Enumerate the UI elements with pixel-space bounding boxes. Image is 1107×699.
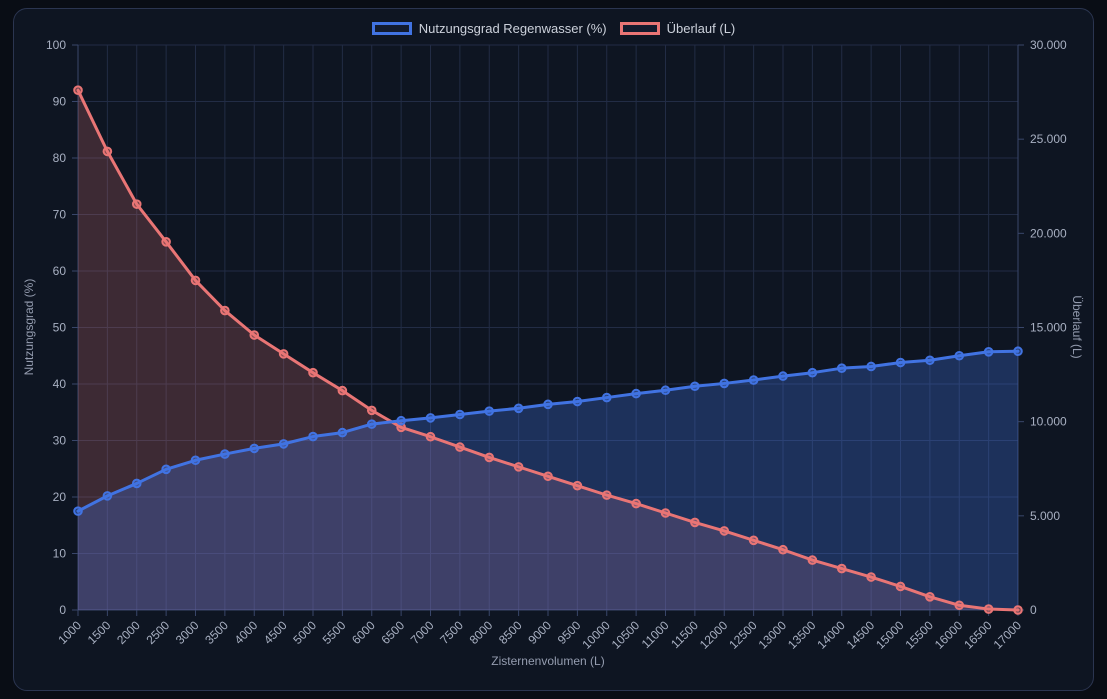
series-line-0 [76, 349, 1020, 513]
legend-swatch-blue [371, 22, 412, 35]
svg-text:10: 10 [53, 547, 67, 561]
svg-text:0: 0 [1030, 603, 1037, 617]
left-axis-title: Nutzungsgrad (%) [22, 278, 36, 376]
right-axis-title: Überlauf (L) [1070, 295, 1084, 359]
svg-text:10.000: 10.000 [1030, 415, 1067, 429]
svg-text:3000: 3000 [173, 618, 202, 647]
svg-text:12500: 12500 [726, 618, 760, 652]
svg-text:5.000: 5.000 [1030, 509, 1060, 523]
svg-text:3500: 3500 [202, 618, 231, 647]
svg-text:30.000: 30.000 [1030, 38, 1067, 52]
svg-text:2500: 2500 [143, 618, 172, 647]
svg-text:20: 20 [53, 490, 67, 504]
svg-text:25.000: 25.000 [1030, 132, 1067, 146]
svg-text:5500: 5500 [320, 618, 349, 647]
svg-text:1000: 1000 [55, 618, 84, 647]
svg-text:4000: 4000 [232, 618, 261, 647]
series-points-1 [73, 85, 1023, 615]
svg-text:15000: 15000 [873, 618, 907, 652]
svg-text:17000: 17000 [991, 618, 1025, 652]
svg-text:5000: 5000 [290, 618, 319, 647]
svg-text:0: 0 [59, 603, 66, 617]
svg-text:15500: 15500 [902, 618, 936, 652]
svg-text:16500: 16500 [961, 618, 995, 652]
svg-text:100: 100 [46, 38, 66, 52]
svg-text:13000: 13000 [756, 618, 790, 652]
svg-text:80: 80 [53, 151, 67, 165]
series-area-1 [78, 90, 1018, 610]
legend-label: Überlauf (L) [666, 21, 736, 36]
svg-text:14000: 14000 [814, 618, 848, 652]
svg-text:4500: 4500 [261, 618, 290, 647]
svg-text:7000: 7000 [408, 618, 437, 647]
svg-text:10000: 10000 [579, 618, 613, 652]
svg-text:13500: 13500 [785, 618, 819, 652]
svg-text:9000: 9000 [525, 618, 554, 647]
svg-text:8000: 8000 [467, 618, 496, 647]
chart-card [13, 8, 1094, 691]
svg-text:60: 60 [53, 264, 67, 278]
legend-swatch-red [619, 22, 660, 35]
svg-text:10500: 10500 [609, 618, 643, 652]
svg-text:14500: 14500 [844, 618, 878, 652]
svg-text:11000: 11000 [639, 618, 672, 651]
series-line-1 [76, 88, 1020, 612]
legend-item-nutzungsgrad[interactable]: Nutzungsgrad Regenwasser (%) [371, 21, 607, 36]
svg-text:6500: 6500 [378, 618, 407, 647]
svg-text:30: 30 [53, 434, 67, 448]
svg-text:1500: 1500 [85, 618, 114, 647]
svg-text:6000: 6000 [349, 618, 378, 647]
svg-text:70: 70 [53, 208, 67, 222]
legend-item-ueberlauf[interactable]: Überlauf (L) [619, 21, 736, 36]
svg-text:2000: 2000 [114, 618, 143, 647]
svg-text:16000: 16000 [932, 618, 966, 652]
svg-text:40: 40 [53, 377, 67, 391]
x-axis-title: Zisternenvolumen (L) [491, 654, 605, 668]
svg-text:50: 50 [53, 321, 67, 335]
svg-text:90: 90 [53, 95, 67, 109]
legend-label: Nutzungsgrad Regenwasser (%) [418, 21, 607, 36]
svg-text:20.000: 20.000 [1030, 226, 1067, 240]
svg-text:7500: 7500 [437, 618, 466, 647]
svg-text:11500: 11500 [668, 618, 701, 651]
chart-legend: Nutzungsgrad Regenwasser (%) Überlauf (L… [0, 21, 1107, 36]
svg-text:8500: 8500 [496, 618, 525, 647]
svg-text:12000: 12000 [697, 618, 731, 652]
svg-text:15.000: 15.000 [1030, 321, 1067, 335]
series-points-0 [73, 346, 1023, 516]
